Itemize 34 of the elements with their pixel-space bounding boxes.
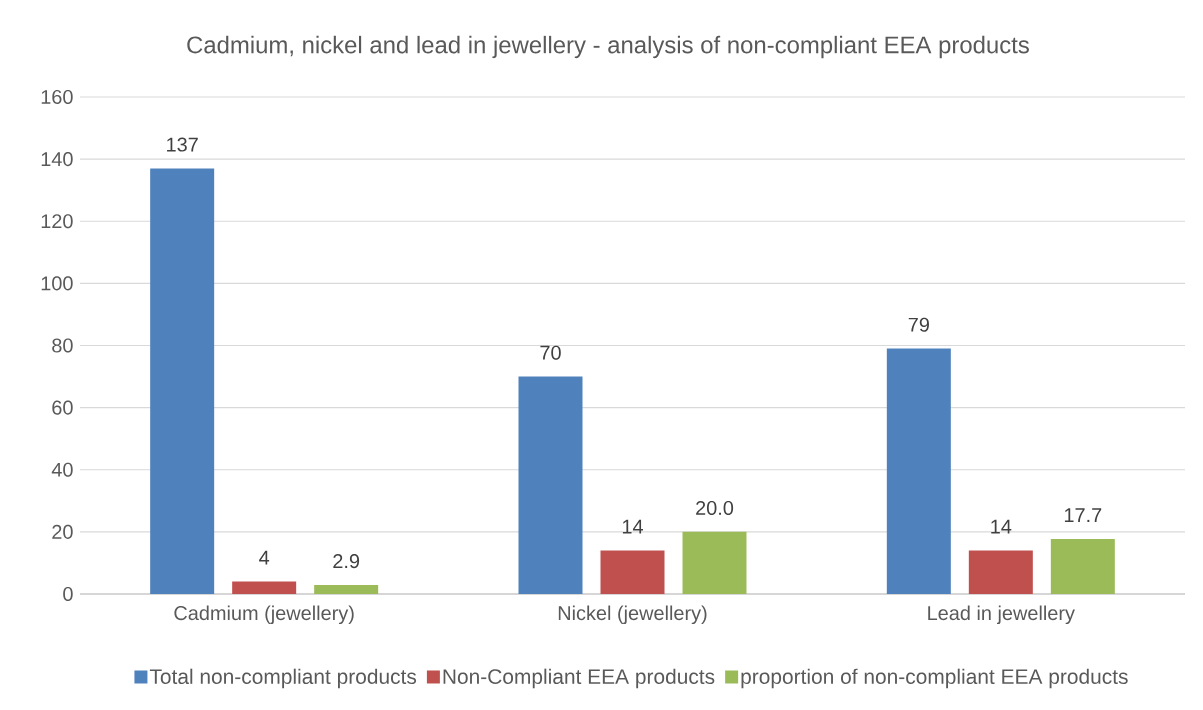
x-tick-label: Cadmium (jewellery) <box>174 605 354 625</box>
data-label: 17.7 <box>1064 508 1102 522</box>
data-label: 20.0 <box>696 500 734 516</box>
bar <box>150 168 215 594</box>
bar <box>518 376 583 594</box>
legend-label: proportion of non-compliant EEA products <box>741 668 1128 689</box>
legend-label: Non-Compliant EEA products <box>443 668 715 689</box>
bar <box>600 550 665 594</box>
data-label: 137 <box>167 137 198 152</box>
bar <box>886 348 951 594</box>
y-tick-label: 100 <box>41 276 73 291</box>
data-label: 14 <box>622 519 643 534</box>
y-tick-label: 80 <box>52 338 73 353</box>
bar <box>232 581 297 594</box>
data-label: 14 <box>991 519 1012 534</box>
y-tick-label: 60 <box>52 400 73 415</box>
y-tick-label: 120 <box>41 214 73 229</box>
data-label: 79 <box>908 317 929 332</box>
y-tick-label: 40 <box>51 462 73 477</box>
y-tick-label: 160 <box>41 89 73 105</box>
data-label: 70 <box>540 345 561 360</box>
x-tick-label: Nickel (jewellery) <box>558 605 707 625</box>
y-tick-label: 0 <box>63 586 73 602</box>
data-label: 2.9 <box>333 554 360 569</box>
y-tick-label: 140 <box>41 152 73 167</box>
bar <box>1050 539 1115 594</box>
bar <box>682 531 747 594</box>
chart-title: Cadmium, nickel and lead in jewellery - analysis of non-compliant EEA products <box>187 35 1029 59</box>
x-tick-label: Lead in jewellery <box>928 605 1075 625</box>
data-label: 4 <box>259 550 270 565</box>
y-tick-label: 20 <box>52 524 73 539</box>
bar <box>968 550 1033 594</box>
legend-label: Total non-compliant products <box>149 668 417 689</box>
bar <box>314 584 379 594</box>
